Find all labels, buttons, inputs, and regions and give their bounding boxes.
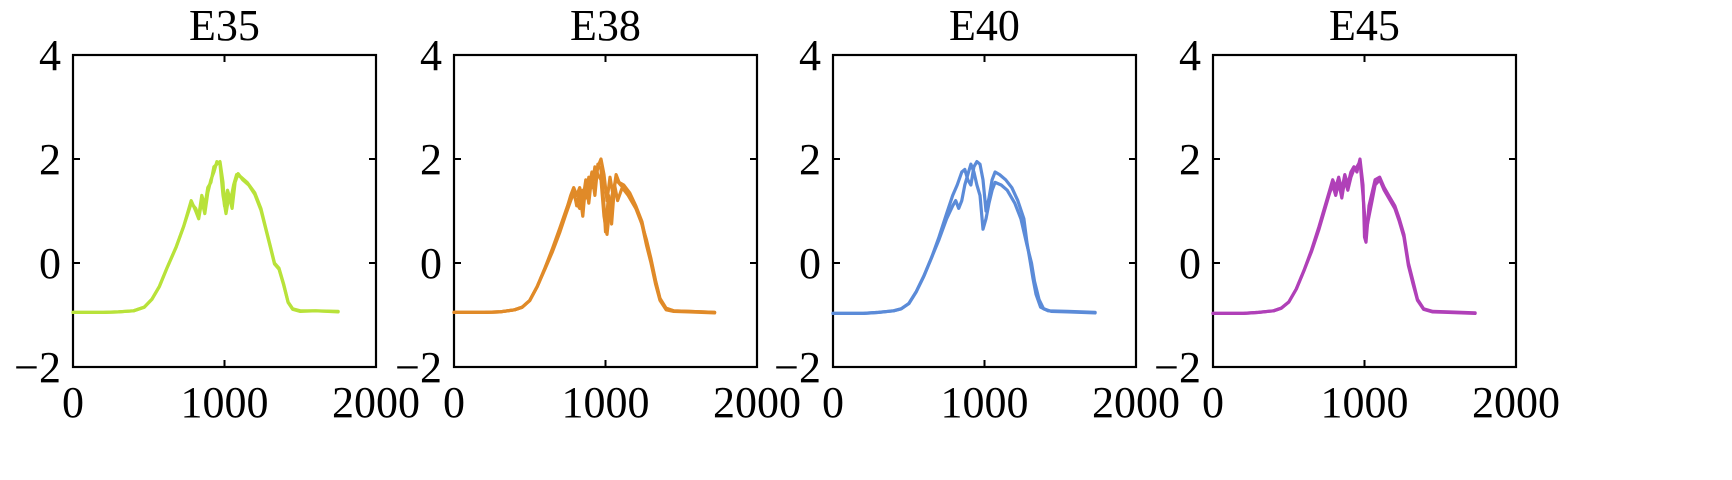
series-line-2: [831, 162, 1097, 315]
x-tick-label: 1000: [562, 378, 650, 427]
y-tick-label: 0: [420, 239, 442, 288]
y-tick-label: 4: [39, 31, 61, 80]
y-tick-label: −2: [14, 343, 61, 392]
y-tick-label: 2: [420, 135, 442, 184]
x-tick-label: 1000: [181, 378, 269, 427]
x-tick-label: 2000: [713, 378, 801, 427]
y-tick-label: 0: [39, 239, 61, 288]
series-line-2: [71, 160, 340, 314]
x-tick-label: 0: [443, 378, 465, 427]
series-line-3: [452, 165, 717, 314]
series-line-2: [452, 162, 717, 315]
y-tick-label: 0: [1179, 239, 1201, 288]
y-tick-label: −2: [395, 343, 442, 392]
panel-title: E45: [1329, 1, 1400, 50]
x-tick-label: 2000: [1092, 378, 1180, 427]
series-line-1: [71, 160, 340, 314]
x-tick-label: 0: [1202, 378, 1224, 427]
y-tick-label: −2: [774, 343, 821, 392]
x-tick-label: 1000: [1321, 378, 1409, 427]
x-tick-label: 0: [62, 378, 84, 427]
x-tick-label: 0: [822, 378, 844, 427]
y-tick-label: 4: [1179, 31, 1201, 80]
x-tick-label: 2000: [1472, 378, 1560, 427]
y-tick-label: 2: [39, 135, 61, 184]
x-tick-label: 2000: [332, 378, 420, 427]
y-tick-label: 2: [1179, 135, 1201, 184]
y-tick-label: 0: [799, 239, 821, 288]
panel-title: E38: [570, 1, 641, 50]
y-tick-label: 4: [420, 31, 442, 80]
panel-title: E40: [949, 1, 1020, 50]
y-tick-label: 4: [799, 31, 821, 80]
series-line-2: [1211, 160, 1477, 315]
y-tick-label: −2: [1154, 343, 1201, 392]
y-tick-label: 2: [799, 135, 821, 184]
panel-title: E35: [189, 1, 260, 50]
x-tick-label: 1000: [941, 378, 1029, 427]
